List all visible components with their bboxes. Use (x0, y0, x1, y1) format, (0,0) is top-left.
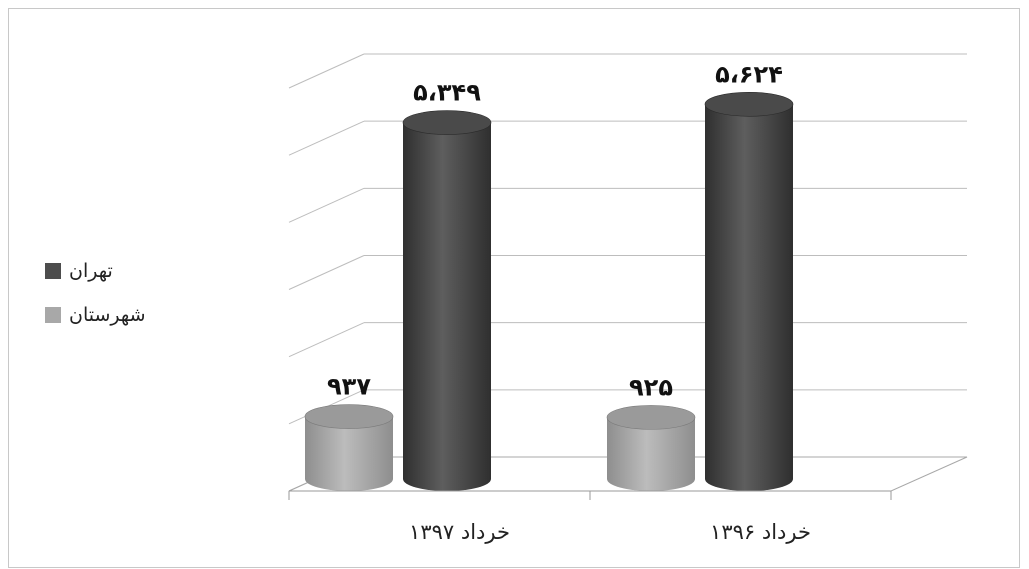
bar-shahrestan (606, 405, 696, 491)
x-tick-label: خرداد ۱۳۹۶ (710, 520, 811, 544)
legend-label-shahrestan: شهرستان (69, 304, 146, 326)
bar-tehran (704, 91, 794, 491)
data-label: ۹۳۷ (327, 373, 371, 401)
gridline-side (288, 53, 365, 89)
data-labels: ۹۳۷ ۵،۳۴۹ ۹۲۵ ۵،۶۲۴ (327, 60, 783, 401)
legend-item-tehran: تهران (45, 259, 215, 283)
data-label: ۵،۶۲۴ (715, 60, 783, 88)
legend-item-shahrestan: شهرستان (45, 303, 215, 327)
bar-tehran (402, 110, 492, 491)
x-tick-label: خرداد ۱۳۹۷ (409, 520, 510, 544)
data-label: ۵،۳۴۹ (413, 79, 481, 107)
gridline-side (288, 255, 365, 290)
x-axis: خرداد ۱۳۹۷ خرداد ۱۳۹۶ (288, 490, 892, 544)
bar-chart: ۹۳۷ ۵،۳۴۹ ۹۲۵ ۵،۶۲۴ خرداد ۱۳۹۷ خرداد ۱۳۹۶ (288, 53, 968, 544)
legend: تهران شهرستان (45, 259, 215, 347)
gridline-side (288, 322, 365, 358)
chart-frame: ۹۳۷ ۵،۳۴۹ ۹۲۵ ۵،۶۲۴ خرداد ۱۳۹۷ خرداد ۱۳۹۶ ته… (8, 8, 1020, 568)
bars (304, 91, 794, 491)
data-label: ۹۲۵ (629, 373, 673, 401)
bar-shahrestan (304, 404, 394, 491)
legend-label-tehran: تهران (69, 260, 113, 282)
legend-swatch-shahrestan (45, 307, 61, 323)
gridline-side (288, 120, 365, 156)
gridline-side (288, 187, 365, 223)
legend-swatch-tehran (45, 263, 61, 279)
